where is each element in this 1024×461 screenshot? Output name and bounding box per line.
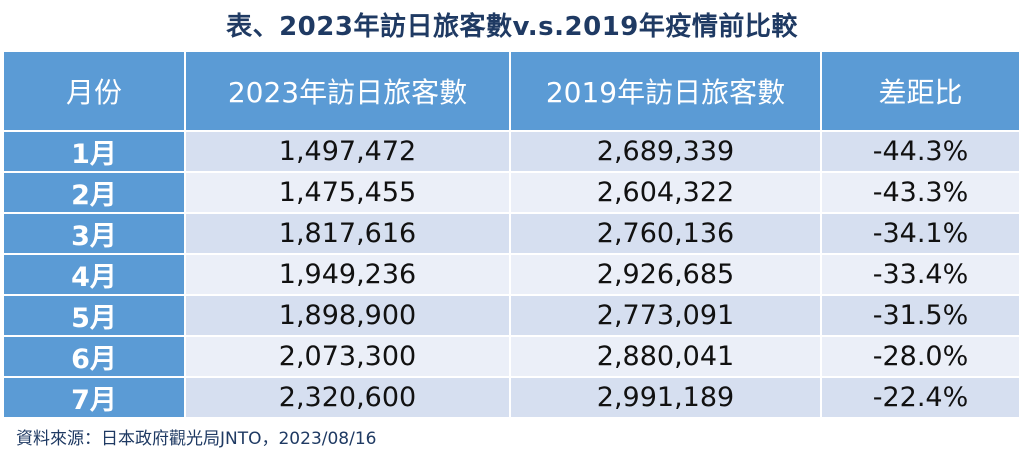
visitor-comparison-table: 月份 2023年訪日旅客數 2019年訪日旅客數 差距比 1月 1,497,472… [2,50,1021,419]
month-cell: 7月 [2,376,186,419]
visitors-2023-cell: 1,898,900 [184,294,511,337]
header-difference-ratio: 差距比 [820,50,1021,132]
visitors-2023-cell: 1,497,472 [184,130,511,173]
table-row: 1月 1,497,472 2,689,339 -44.3% [2,130,1021,173]
table-row: 7月 2,320,600 2,991,189 -22.4% [2,376,1021,419]
table-row: 5月 1,898,900 2,773,091 -31.5% [2,294,1021,337]
visitors-2019-cell: 2,760,136 [509,212,822,255]
difference-cell: -43.3% [820,171,1021,214]
table-row: 6月 2,073,300 2,880,041 -28.0% [2,335,1021,378]
difference-cell: -28.0% [820,335,1021,378]
visitors-2019-cell: 2,604,322 [509,171,822,214]
header-month: 月份 [2,50,186,132]
visitors-2019-cell: 2,880,041 [509,335,822,378]
table-row: 2月 1,475,455 2,604,322 -43.3% [2,171,1021,214]
month-cell: 6月 [2,335,186,378]
month-cell: 5月 [2,294,186,337]
visitors-2023-cell: 2,320,600 [184,376,511,419]
header-2023-visitors: 2023年訪日旅客數 [184,50,511,132]
visitors-2023-cell: 1,475,455 [184,171,511,214]
difference-cell: -34.1% [820,212,1021,255]
visitors-2019-cell: 2,926,685 [509,253,822,296]
visitors-2023-cell: 2,073,300 [184,335,511,378]
month-cell: 3月 [2,212,186,255]
table-header-row: 月份 2023年訪日旅客數 2019年訪日旅客數 差距比 [2,50,1021,132]
difference-cell: -22.4% [820,376,1021,419]
table-row: 3月 1,817,616 2,760,136 -34.1% [2,212,1021,255]
month-cell: 4月 [2,253,186,296]
header-2019-visitors: 2019年訪日旅客數 [509,50,822,132]
difference-cell: -31.5% [820,294,1021,337]
visitors-2019-cell: 2,773,091 [509,294,822,337]
difference-cell: -44.3% [820,130,1021,173]
month-cell: 2月 [2,171,186,214]
month-cell: 1月 [2,130,186,173]
visitors-2023-cell: 1,817,616 [184,212,511,255]
difference-cell: -33.4% [820,253,1021,296]
visitors-2023-cell: 1,949,236 [184,253,511,296]
table-row: 4月 1,949,236 2,926,685 -33.4% [2,253,1021,296]
visitors-2019-cell: 2,689,339 [509,130,822,173]
source-note: 資料來源：日本政府觀光局JNTO，2023/08/16 [16,429,377,449]
page-title: 表、2023年訪日旅客數v.s.2019年疫情前比較 [226,12,798,42]
visitors-2019-cell: 2,991,189 [509,376,822,419]
table-body: 1月 1,497,472 2,689,339 -44.3% 2月 1,475,455 2,6… [2,130,1021,419]
